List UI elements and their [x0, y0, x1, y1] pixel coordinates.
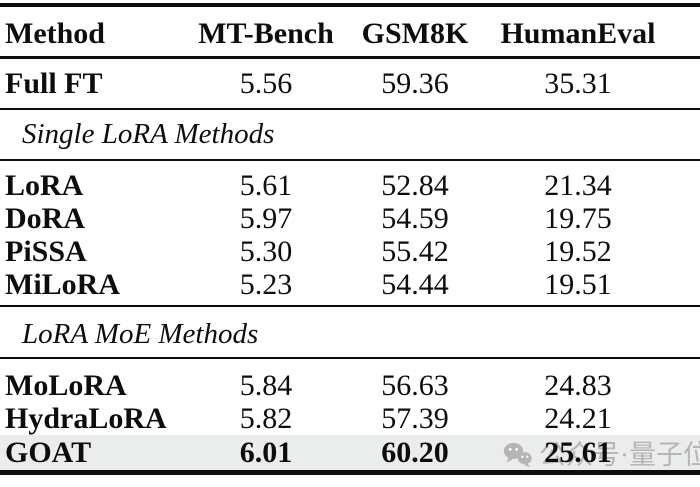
method-cell: DoRA — [5, 202, 85, 235]
humaneval-value: 19.51 — [476, 268, 680, 307]
cropped-text-fragment — [206, 3, 213, 6]
cropped-text-fragment — [551, 3, 561, 6]
method-cell: LoRA — [5, 169, 84, 202]
method-cell: HydraLoRA — [5, 402, 167, 435]
gsm8k-value: 59.36 — [354, 57, 476, 110]
gsm8k-value: 54.44 — [354, 268, 476, 307]
humaneval-value-text: 25.61 — [544, 436, 612, 469]
table-row-dora: DoRA 5.97 54.59 19.75 — [0, 202, 700, 235]
table-row-milora: MiLoRA 5.23 54.44 19.51 — [0, 268, 700, 307]
gsm8k-value: 54.59 — [381, 202, 449, 235]
mt-bench-value: 5.30 — [239, 235, 293, 268]
table-row-lora: LoRA 5.61 52.84 21.34 — [0, 160, 700, 202]
table-row-goat-highlighted: GOAT 6.01 60.20 25.61 — [0, 435, 700, 473]
section-row-lora-moe: LoRA MoE Methods — [0, 306, 700, 359]
gsm8k-value: 57.39 — [381, 402, 449, 435]
gsm8k-value: 55.42 — [381, 235, 449, 268]
mt-bench-value: 5.61 — [239, 169, 293, 202]
col-header-mt-bench: MT-Bench — [178, 5, 354, 59]
gsm8k-value: 52.84 — [381, 169, 449, 202]
gsm8k-value: 60.20 — [354, 435, 476, 473]
table-row-hydralora: HydraLoRA 5.82 57.39 24.21 — [0, 402, 700, 435]
col-header-gsm8k: GSM8K — [354, 5, 476, 59]
col-header-humaneval: HumanEval — [476, 5, 680, 59]
mt-bench-value: 5.56 — [178, 57, 354, 110]
method-cell: MoLoRA — [5, 369, 127, 402]
humaneval-value: 25.61 — [476, 435, 680, 473]
gsm8k-value: 56.63 — [381, 369, 449, 402]
section-label: Single LoRA Methods — [0, 109, 700, 161]
section-label: LoRA MoE Methods — [0, 306, 700, 359]
humaneval-value: 24.21 — [544, 402, 612, 435]
humaneval-value: 35.31 — [476, 57, 680, 110]
table-header-row: Method MT-Bench GSM8K HumanEval — [0, 5, 700, 59]
table-row-full-ft: Full FT 5.56 59.36 35.31 — [0, 57, 700, 110]
humaneval-value: 24.83 — [544, 369, 612, 402]
humaneval-value: 19.75 — [544, 202, 612, 235]
mt-bench-value: 5.82 — [239, 402, 293, 435]
humaneval-value: 21.34 — [544, 169, 612, 202]
paper-table-screenshot: { "table": { "header": { "method": "Meth… — [0, 3, 700, 487]
method-cell: PiSSA — [5, 235, 87, 268]
method-cell: Full FT — [0, 57, 178, 110]
col-header-method: Method — [0, 5, 178, 59]
mt-bench-value: 5.84 — [239, 369, 293, 402]
section-row-single-lora: Single LoRA Methods — [0, 109, 700, 161]
method-cell: GOAT — [0, 435, 178, 473]
mt-bench-value: 5.97 — [239, 202, 293, 235]
mt-bench-value: 6.01 — [178, 435, 354, 473]
table-row-molora: MoLoRA 5.84 56.63 24.83 — [0, 358, 700, 402]
humaneval-value: 19.52 — [544, 235, 612, 268]
method-cell: MiLoRA — [0, 268, 178, 307]
table-row-pissa: PiSSA 5.30 55.42 19.52 — [0, 235, 700, 268]
results-table: Method MT-Bench GSM8K HumanEval Full FT … — [0, 3, 700, 475]
mt-bench-value: 5.23 — [178, 268, 354, 307]
